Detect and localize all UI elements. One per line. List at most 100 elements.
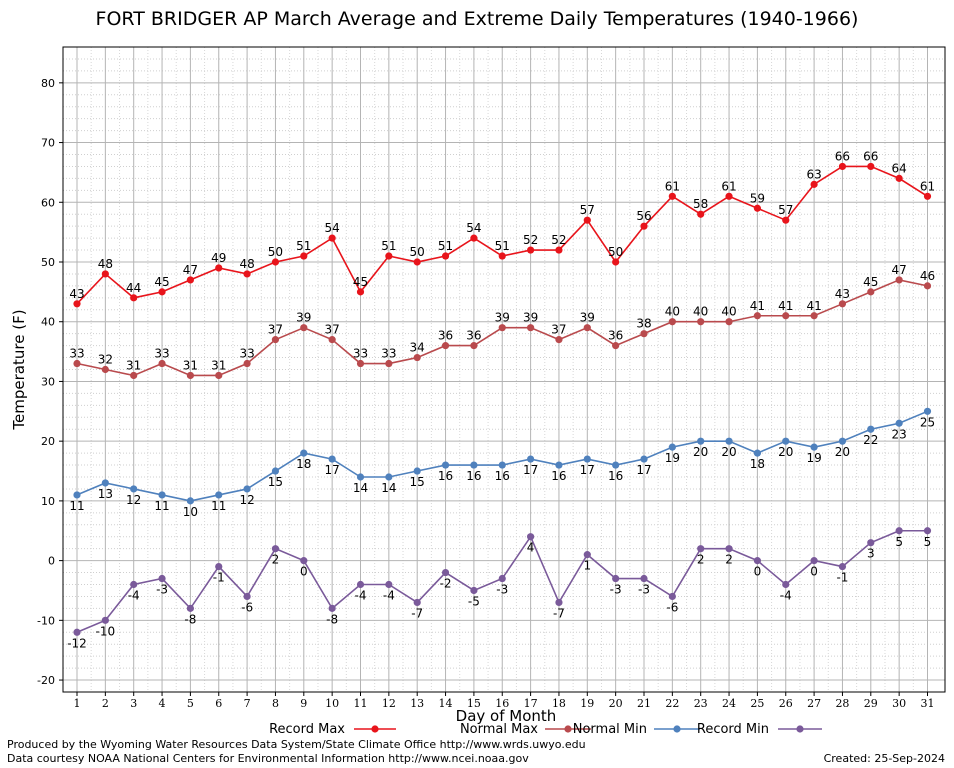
data-label: -3 [496, 583, 508, 597]
data-label: 33 [154, 347, 169, 361]
data-label: 25 [920, 415, 935, 429]
data-label: 40 [693, 305, 708, 319]
data-label: -12 [67, 636, 87, 650]
data-label: 19 [665, 451, 680, 465]
data-label: 12 [239, 493, 254, 507]
data-point [328, 604, 336, 612]
data-label: 14 [353, 481, 368, 495]
data-point [640, 574, 648, 583]
data-label: -7 [411, 606, 423, 620]
data-label: 17 [636, 463, 651, 477]
legend-marker [564, 725, 572, 733]
data-label: 51 [438, 239, 453, 253]
x-tick-label: 21 [637, 697, 651, 710]
data-point [640, 222, 648, 230]
data-label: 15 [410, 475, 425, 489]
data-point [271, 545, 280, 553]
data-point [470, 234, 478, 242]
data-label: 64 [892, 161, 907, 175]
data-point [215, 562, 223, 571]
data-label: 37 [551, 323, 566, 337]
data-point [470, 342, 478, 350]
data-point [782, 216, 790, 224]
data-label: 18 [296, 457, 311, 471]
data-label: 31 [211, 358, 226, 372]
x-axis-ticks: 1 2 3 4 5 6 7 8 9 10 11 12 13 14 15 16 17 18 19 20 21 22 23 24 2… [74, 692, 935, 710]
data-point [186, 497, 194, 505]
data-point [923, 192, 932, 200]
data-label: 13 [98, 487, 113, 501]
data-label: 61 [920, 179, 935, 193]
data-label: 3 [867, 547, 875, 561]
data-label: -7 [553, 606, 565, 620]
data-point [555, 461, 563, 469]
data-label: 66 [835, 149, 850, 163]
data-point [895, 174, 903, 182]
data-label: 15 [268, 475, 283, 489]
data-point [356, 473, 365, 481]
data-label: 61 [721, 179, 736, 193]
data-point [555, 598, 563, 607]
data-point [867, 162, 875, 171]
data-point [640, 330, 648, 338]
x-tick-label: 23 [694, 697, 708, 710]
data-point [753, 557, 762, 565]
legend-marker [371, 725, 379, 733]
footer-produced-by: Produced by the Wyoming Water Resources … [7, 738, 586, 751]
data-label: -1 [213, 571, 225, 585]
data-point [612, 574, 620, 583]
data-label: 37 [325, 323, 340, 337]
data-point [668, 192, 676, 200]
data-point [73, 359, 81, 368]
data-label: 54 [325, 221, 340, 235]
data-point [186, 371, 194, 380]
data-point [498, 574, 506, 583]
data-label: 20 [778, 445, 793, 459]
data-label: 17 [580, 463, 595, 477]
data-point [555, 246, 563, 254]
legend-label: Record Max [269, 722, 345, 737]
x-tick-label: 26 [779, 697, 793, 710]
data-label: 16 [551, 469, 566, 483]
data-point [356, 359, 365, 368]
series-normal-min: 11 13 12 11 10 11 12 15 18 17 14 14 15 16 16 16 17 16 17 16… [69, 407, 935, 519]
data-label: 57 [778, 203, 793, 217]
x-tick-label: 17 [524, 697, 538, 710]
data-point [101, 365, 109, 374]
y-tick-label: -10 [37, 614, 55, 627]
data-point [130, 580, 138, 589]
x-tick-label: 8 [272, 697, 279, 710]
data-point [895, 276, 903, 284]
data-label: 46 [920, 269, 935, 283]
footer-data-courtesy: Data courtesy NOAA National Centers for … [7, 752, 529, 765]
data-point [697, 318, 705, 326]
x-tick-label: 9 [300, 697, 307, 710]
data-label: 36 [608, 329, 623, 343]
data-point [668, 443, 676, 451]
data-label: 36 [466, 329, 481, 343]
data-label: 39 [580, 311, 595, 325]
data-label: 52 [523, 233, 538, 247]
data-point [356, 580, 365, 589]
data-label: 63 [806, 167, 821, 181]
data-point [356, 288, 365, 296]
data-label: 31 [183, 358, 198, 372]
data-label: -3 [638, 583, 650, 597]
data-label: 47 [183, 263, 198, 277]
data-point [583, 324, 591, 332]
x-tick-label: 14 [439, 697, 453, 710]
data-point [782, 580, 790, 589]
data-point [271, 467, 280, 475]
data-label: -4 [128, 589, 140, 603]
data-point [725, 437, 733, 445]
data-point [782, 437, 790, 445]
y-tick-label: 20 [41, 435, 55, 448]
data-point [441, 461, 450, 469]
x-tick-label: 28 [835, 697, 849, 710]
data-label: 39 [296, 311, 311, 325]
data-label: 0 [300, 565, 308, 579]
data-point [130, 371, 138, 380]
data-label: 47 [892, 263, 907, 277]
data-point [527, 455, 535, 463]
